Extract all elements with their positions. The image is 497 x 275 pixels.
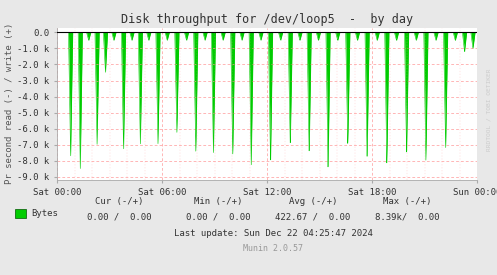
Text: 422.67 /  0.00: 422.67 / 0.00 bbox=[275, 213, 351, 222]
Text: Munin 2.0.57: Munin 2.0.57 bbox=[244, 244, 303, 254]
Title: Disk throughput for /dev/loop5  -  by day: Disk throughput for /dev/loop5 - by day bbox=[121, 13, 413, 26]
Text: 0.00 /  0.00: 0.00 / 0.00 bbox=[87, 213, 152, 222]
Y-axis label: Pr second read (-) / write (+): Pr second read (-) / write (+) bbox=[5, 23, 14, 185]
Text: Avg (-/+): Avg (-/+) bbox=[289, 197, 337, 206]
Text: Cur (-/+): Cur (-/+) bbox=[95, 197, 144, 206]
Text: Last update: Sun Dec 22 04:25:47 2024: Last update: Sun Dec 22 04:25:47 2024 bbox=[174, 229, 373, 238]
Text: Bytes: Bytes bbox=[31, 209, 58, 218]
Text: RRDTOOL / TOBI OETIKER: RRDTOOL / TOBI OETIKER bbox=[486, 69, 491, 151]
Text: Min (-/+): Min (-/+) bbox=[194, 197, 243, 206]
Text: 8.39k/  0.00: 8.39k/ 0.00 bbox=[375, 213, 440, 222]
Text: Max (-/+): Max (-/+) bbox=[383, 197, 432, 206]
Text: 0.00 /  0.00: 0.00 / 0.00 bbox=[186, 213, 251, 222]
